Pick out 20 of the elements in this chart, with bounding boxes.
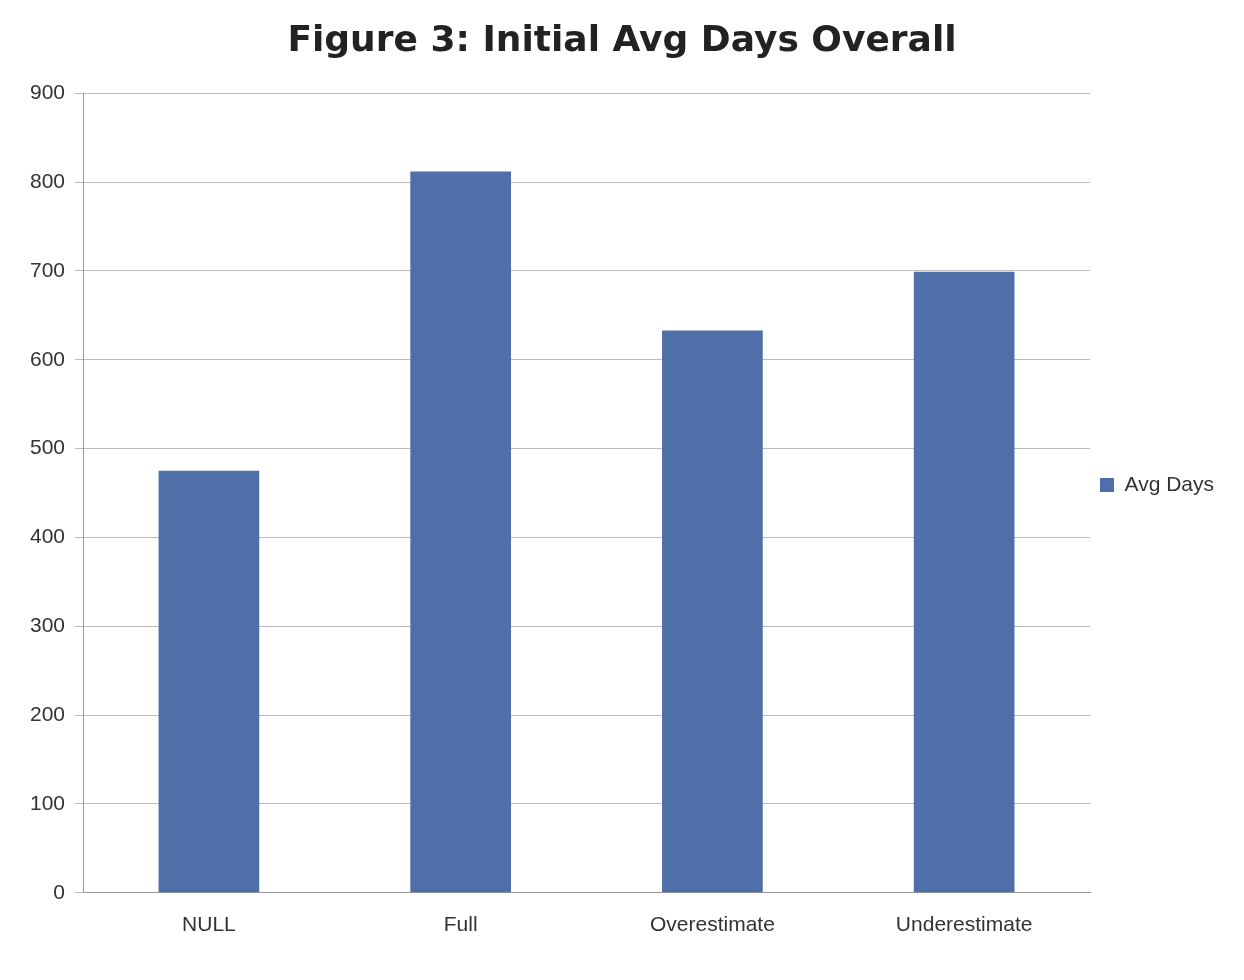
legend-label: Avg Days — [1124, 471, 1215, 495]
x-tick-label: Underestimate — [895, 912, 1033, 936]
y-tick-label: 300 — [29, 613, 66, 637]
x-tick-label: NULL — [182, 912, 236, 936]
x-tick-label: Full — [443, 912, 478, 936]
y-tick-label: 700 — [29, 257, 66, 281]
bar — [410, 171, 511, 893]
y-tick-label: 600 — [29, 346, 66, 370]
y-tick-label: 400 — [29, 524, 66, 548]
bar — [158, 470, 260, 893]
y-tick-label: 200 — [29, 701, 66, 725]
y-tick-label: 0 — [53, 879, 66, 903]
y-tick-label: 800 — [29, 168, 66, 192]
bar — [662, 330, 763, 893]
x-tick-label: Overestimate — [649, 912, 775, 936]
y-tick-label: 900 — [29, 80, 66, 103]
bar — [913, 271, 1015, 893]
chart-title: Figure 3: Initial Avg Days Overall — [287, 17, 957, 59]
y-tick-label: 100 — [29, 790, 66, 814]
y-tick-label: 500 — [29, 435, 66, 459]
